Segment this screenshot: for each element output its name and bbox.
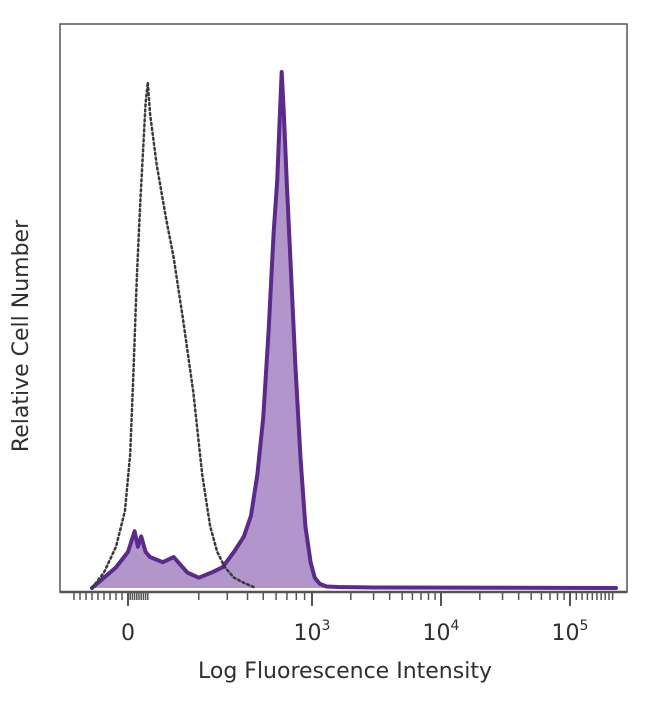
x-tick-label-base: 10 bbox=[552, 621, 580, 646]
x-axis-label: Log Fluorescence Intensity bbox=[198, 659, 492, 684]
axis-layer: 0 103 104 105 bbox=[60, 590, 627, 646]
stained-histogram-fill bbox=[92, 72, 616, 588]
x-tick-label-exponent: 3 bbox=[322, 618, 331, 634]
x-tick-label-base: 10 bbox=[294, 621, 322, 646]
x-tick-label-base: 0 bbox=[121, 621, 135, 646]
x-tick-label: 0 bbox=[121, 621, 135, 646]
y-axis-label: Relative Cell Number bbox=[9, 219, 34, 452]
x-tick-label: 105 bbox=[552, 618, 589, 646]
plot-layer bbox=[90, 70, 618, 590]
x-tick-label-base: 10 bbox=[423, 621, 451, 646]
stained-histogram-outline bbox=[90, 70, 618, 590]
x-tick-label-exponent: 5 bbox=[580, 618, 589, 634]
x-tick-label: 103 bbox=[294, 618, 331, 646]
x-tick-label: 104 bbox=[423, 618, 460, 646]
isotype-control-outline bbox=[90, 81, 258, 590]
x-tick-label-exponent: 4 bbox=[451, 618, 460, 634]
